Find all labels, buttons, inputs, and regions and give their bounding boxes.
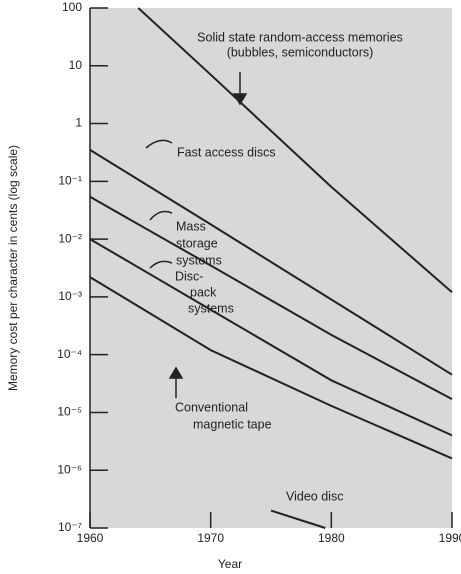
annotation: Fast access discs [177,145,276,159]
x-axis-label: Year [218,557,242,571]
y-tick-label: 10⁻⁷ [58,520,82,534]
x-tick-label: 1990 [439,531,461,545]
line [89,276,453,460]
y-tick-label: 10 [69,58,83,72]
annotation: (bubbles, semiconductors) [227,45,374,59]
line [137,7,453,294]
plot-area [90,8,452,528]
line [270,509,326,529]
annotation: systems [176,253,222,267]
annotation: Conventional [175,400,248,414]
x-tick-label: 1970 [197,531,224,545]
arrow [149,260,173,269]
annotation: pack [190,285,217,299]
annotation: magnetic tape [193,417,272,431]
y-tick-label: 10⁻⁶ [57,462,82,476]
y-tick-label: 10⁻¹ [58,174,82,188]
x-tick-label: 1980 [318,531,345,545]
arrow [149,210,173,221]
annotation: Mass [176,219,206,233]
arrow-head [168,366,184,379]
line [89,238,453,437]
y-tick-label: 1 [75,116,82,130]
arrow [145,139,173,149]
y-tick-label: 10⁻⁵ [57,405,82,419]
annotation: storage [176,236,218,250]
line [89,149,453,376]
y-tick-label: 10⁻⁴ [57,347,82,361]
annotation: Solid state random-access memories [197,30,403,44]
line [89,195,453,400]
annotation: systems [188,301,234,315]
x-tick-label: 1960 [77,531,104,545]
y-tick-label: 10⁻² [58,231,82,245]
annotation: Disc- [175,269,203,283]
y-axis-label: Memory cost per character in cents (log … [6,145,20,391]
y-tick-label: 10⁻³ [58,289,82,303]
y-tick-label: 100 [62,0,82,14]
annotation: Video disc [286,489,343,503]
